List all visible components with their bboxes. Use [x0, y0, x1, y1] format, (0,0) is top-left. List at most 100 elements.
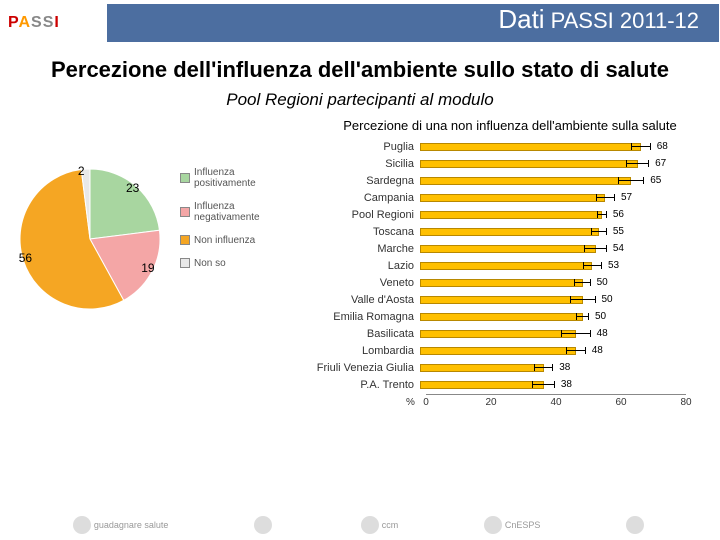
- region-label: Emilia Romagna: [310, 311, 420, 323]
- bar-value: 38: [559, 362, 570, 373]
- legend-label: Influenza negativamente: [194, 201, 290, 223]
- error-bar: [583, 265, 603, 266]
- bar-fill: [420, 194, 605, 202]
- bar-value: 48: [597, 328, 608, 339]
- bar-fill: [420, 245, 596, 253]
- bar-fill: [420, 296, 583, 304]
- bar-row: Campania 57: [310, 190, 690, 207]
- bar-value: 50: [597, 277, 608, 288]
- bar-row: Sicilia 67: [310, 156, 690, 173]
- bar-track: 68: [420, 142, 690, 152]
- bar-track: 38: [420, 380, 690, 390]
- axis-tick: 0: [423, 397, 429, 408]
- legend-label: Influenza positivamente: [194, 167, 290, 189]
- bar-track: 53: [420, 261, 690, 271]
- bar-row: Emilia Romagna50: [310, 309, 690, 326]
- bar-fill: [420, 143, 641, 151]
- bar-fill: [420, 211, 602, 219]
- bar-row: Lazio53: [310, 258, 690, 275]
- bar-fill: [420, 177, 631, 185]
- bar-track: 56: [420, 210, 690, 220]
- pie-value-label: 2: [78, 164, 85, 178]
- region-label: Toscana: [310, 226, 420, 238]
- axis-tick: 60: [615, 397, 626, 408]
- bar-row: Pool Regioni 56: [310, 207, 690, 224]
- bar-row: Veneto 50: [310, 275, 690, 292]
- footer-logo-icon: [361, 516, 379, 534]
- bar-track: 38: [420, 363, 690, 373]
- error-bar: [618, 180, 644, 181]
- bar-value: 55: [613, 226, 624, 237]
- region-label: Valle d'Aosta: [310, 294, 420, 306]
- error-bar: [532, 384, 555, 385]
- slide-title: Percezione dell'influenza dell'ambiente …: [40, 56, 680, 84]
- footer-logo-icon: [626, 516, 644, 534]
- error-bar: [631, 146, 651, 147]
- region-label: Pool Regioni: [310, 209, 420, 221]
- bar-row: Marche54: [310, 241, 690, 258]
- footer-logo: guadagnare salute: [73, 516, 169, 534]
- header-title-bar: Dati PASSI 2011-12: [106, 3, 720, 43]
- bar-row: Sardegna65: [310, 173, 690, 190]
- error-bar: [584, 248, 607, 249]
- error-bar: [597, 214, 607, 215]
- bar-fill: [420, 347, 576, 355]
- bar-fill: [420, 262, 592, 270]
- bar-row: Friuli Venezia Giulia38: [310, 360, 690, 377]
- footer-logo: [254, 516, 275, 534]
- bar-value: 53: [608, 260, 619, 271]
- bar-value: 56: [613, 209, 624, 220]
- logo-letter: S: [31, 14, 43, 31]
- header-bar: PASSI Dati PASSI 2011-12: [0, 0, 720, 46]
- bar-value: 48: [592, 345, 603, 356]
- axis-tick: 20: [485, 397, 496, 408]
- legend-item: Influenza negativamente: [180, 201, 290, 223]
- logo-letter: P: [8, 14, 18, 31]
- footer-logo-text: ccm: [382, 520, 399, 530]
- bar-track: 55: [420, 227, 690, 237]
- region-label: Basilicata: [310, 328, 420, 340]
- error-bar: [596, 197, 616, 198]
- legend-item: Influenza positivamente: [180, 167, 290, 189]
- footer-logo: ccm: [361, 516, 399, 534]
- legend-label: Non influenza: [194, 235, 255, 246]
- slide-subtitle: Pool Regioni partecipanti al modulo: [0, 90, 720, 110]
- bar-track: 50: [420, 295, 690, 305]
- error-bar: [591, 231, 607, 232]
- legend-item: Non so: [180, 258, 290, 269]
- error-bar: [626, 163, 649, 164]
- error-bar: [576, 316, 589, 317]
- bar-fill: [420, 364, 544, 372]
- bar-row: Valle d'Aosta50: [310, 292, 690, 309]
- footer-logo-icon: [484, 516, 502, 534]
- bar-chart-title: Percezione di una non influenza dell'amb…: [0, 118, 720, 133]
- bar-value: 67: [655, 158, 666, 169]
- region-label: P.A. Trento: [310, 379, 420, 391]
- region-label: Sicilia: [310, 158, 420, 170]
- logo-letter: I: [54, 14, 59, 31]
- legend-label: Non so: [194, 258, 226, 269]
- bar-fill: [420, 381, 544, 389]
- region-label: Veneto: [310, 277, 420, 289]
- bar-fill: [420, 279, 583, 287]
- footer-logo-icon: [73, 516, 91, 534]
- bar-value: 57: [621, 192, 632, 203]
- legend-swatch: [180, 173, 190, 183]
- error-bar: [534, 367, 554, 368]
- bar-track: 54: [420, 244, 690, 254]
- footer-logo-icon: [254, 516, 272, 534]
- bar-value: 54: [613, 243, 624, 254]
- bar-chart: Puglia68Sicilia67Sardegna65Campania57Poo…: [300, 139, 720, 414]
- content-area: Influenza positivamente Influenza negativ…: [0, 139, 720, 414]
- bar-track: 48: [420, 346, 690, 356]
- axis-label: %: [406, 397, 415, 408]
- bar-row: Puglia68: [310, 139, 690, 156]
- region-label: Campania: [310, 192, 420, 204]
- region-label: Sardegna: [310, 175, 420, 187]
- bar-track: 65: [420, 176, 690, 186]
- legend-swatch: [180, 235, 190, 245]
- error-bar: [561, 333, 590, 334]
- bar-track: 57: [420, 193, 690, 203]
- bar-row: Toscana 55: [310, 224, 690, 241]
- header-title-main: Dati: [498, 4, 544, 35]
